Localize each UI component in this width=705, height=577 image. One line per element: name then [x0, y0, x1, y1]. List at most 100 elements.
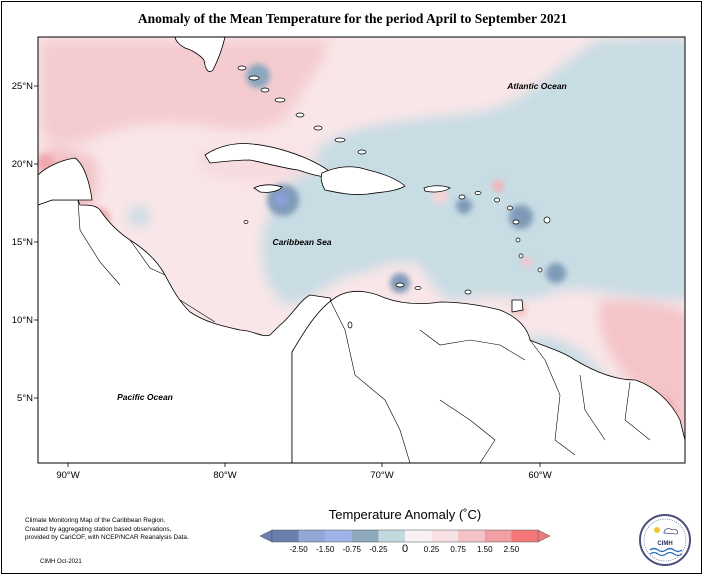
colorbar-segment — [378, 530, 406, 542]
cool-blob-bahamas — [246, 64, 270, 88]
island — [243, 220, 249, 224]
warm-blob-grenada — [522, 257, 532, 267]
border — [579, 374, 606, 441]
land-south-america — [291, 290, 685, 463]
country-borders — [77, 199, 651, 463]
map-border — [37, 36, 686, 464]
lat-tick-label: 25°N — [12, 81, 33, 92]
footnote-line: provided by CariCOF, with NCEP/NCAR Rean… — [25, 534, 189, 542]
colorbar-tick-label: -0.25 — [369, 545, 388, 554]
island — [414, 286, 422, 290]
label-atlantic-ocean: Atlantic Ocean — [506, 81, 567, 91]
lon-tick-label: 80°W — [213, 470, 236, 481]
colorbar: -2.50 -1.50 -0.75 -0.25 0 0.25 0.75 1.50 2.50 — [259, 529, 551, 555]
anomaly-field — [38, 37, 685, 463]
colorbar-outline — [271, 529, 539, 543]
label-caribbean-sea: Caribbean Sea — [272, 237, 331, 247]
land-trinidad — [511, 299, 524, 313]
cool-blob-jamaica-core — [274, 192, 288, 206]
island — [347, 321, 353, 329]
island — [458, 194, 466, 200]
colorbar-tick-label: -1.50 — [316, 545, 335, 554]
colorbar-segment — [458, 530, 486, 542]
island — [512, 219, 520, 225]
border — [179, 299, 216, 323]
lon-axis: 90°W 80°W 70°W 60°W — [56, 463, 552, 481]
island — [474, 191, 482, 195]
island — [295, 112, 305, 118]
small-islands — [237, 65, 551, 329]
lat-axis: 25°N 20°N 15°N 10°N 5°N — [12, 81, 38, 404]
colorbar-tick-label: 0 — [402, 543, 408, 555]
land-jamaica — [253, 184, 283, 193]
island — [313, 125, 323, 131]
lat-tick-label: 15°N — [12, 237, 33, 248]
colorbar-segment — [298, 530, 326, 542]
border — [529, 339, 576, 456]
island — [543, 216, 551, 224]
colorbar-tick-label: 2.50 — [504, 545, 520, 554]
colorbar-tick-label: 1.50 — [477, 545, 493, 554]
lat-tick-label: 10°N — [12, 315, 33, 326]
warm-blob-antigua — [492, 180, 504, 192]
credit-label: CIMH Oct-2021 — [40, 559, 82, 565]
island — [518, 253, 524, 259]
island — [248, 75, 260, 81]
colorbar-tick-label: -0.75 — [343, 545, 362, 554]
colorbar-segment — [484, 530, 512, 542]
land-puerto-rico — [423, 185, 451, 193]
lat-tick-label: 5°N — [17, 393, 33, 404]
logo-text: CIMH — [657, 541, 672, 547]
cloud-icon — [663, 528, 678, 535]
island — [274, 97, 286, 103]
island — [507, 205, 513, 211]
colorbar-segment — [272, 530, 299, 542]
colorbar-segment — [511, 530, 539, 542]
cool-blob-barbados — [546, 263, 566, 283]
colorbar-tick-label: 0.75 — [450, 545, 466, 554]
label-pacific-ocean: Pacific Ocean — [117, 392, 173, 402]
map-title: Anomaly of the Mean Temperature for the … — [137, 11, 568, 26]
coastlines — [38, 37, 685, 463]
lat-tick-label: 20°N — [12, 159, 33, 170]
colorbar-segment — [325, 530, 353, 542]
lon-tick-label: 70°W — [370, 470, 393, 481]
island — [357, 149, 367, 155]
colorbar-segment — [431, 530, 459, 542]
land-florida — [174, 37, 226, 73]
island — [260, 87, 270, 93]
cimh-logo: CIMH — [639, 514, 691, 566]
colorbar-tick-label: 0.25 — [424, 545, 440, 554]
island — [237, 65, 247, 71]
wave-icon — [649, 547, 683, 553]
cool-west-patch — [128, 206, 151, 226]
footnote: Climate Monitoring Map of the Caribbean … — [25, 517, 215, 543]
border — [129, 239, 166, 276]
island — [464, 289, 472, 295]
colorbar-extend-high — [537, 529, 551, 543]
border — [439, 399, 496, 463]
island — [395, 282, 405, 288]
colorbar-extend-low — [259, 529, 273, 543]
colorbar-tick-label: -2.50 — [289, 545, 308, 554]
lon-tick-label: 90°W — [56, 470, 79, 481]
footnote-line: Created by aggregating station based obs… — [25, 525, 172, 533]
border — [419, 329, 526, 361]
island — [515, 237, 521, 243]
island — [537, 267, 543, 273]
border — [624, 381, 651, 441]
island — [494, 197, 500, 203]
land-yucatan — [38, 157, 93, 206]
footnote-line: Climate Monitoring Map of the Caribbean … — [25, 517, 166, 524]
border — [77, 199, 121, 286]
lon-tick-label: 60°W — [528, 470, 551, 481]
land-hispaniola — [320, 166, 406, 195]
sun-icon — [654, 527, 660, 533]
cool-atlantic-region — [262, 37, 685, 305]
colorbar-segment — [405, 530, 432, 542]
cool-blob-pr — [456, 198, 472, 214]
legend-title: Temperature Anomaly (˚C) — [328, 507, 482, 522]
border — [329, 299, 411, 463]
